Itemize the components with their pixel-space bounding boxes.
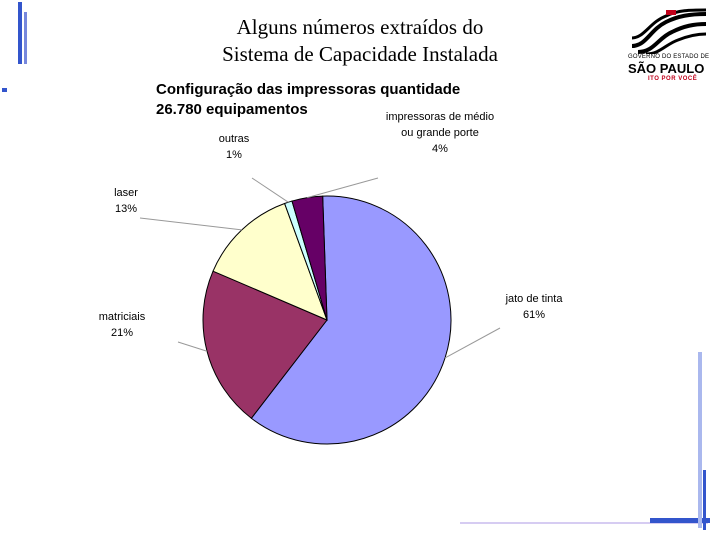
slice-category-label: laser: [114, 187, 138, 199]
logo-sub-text: ITO POR VOCÊ: [648, 76, 698, 82]
government-logo: GOVERNO DO ESTADO DE SÃO PAULO ITO POR V…: [626, 8, 710, 88]
bottom-deco-bar: [650, 518, 710, 523]
slice-percent-label: 21%: [111, 327, 133, 339]
logo-top-text: GOVERNO DO ESTADO DE: [628, 54, 710, 60]
slice-category-label: outras: [219, 133, 250, 145]
slice-category-label: matriciais: [99, 311, 146, 323]
chart-title-block: Configuração das impressoras quantidade …: [156, 80, 460, 120]
slide-title-line-1: Alguns números extraídos do: [236, 15, 484, 39]
left-deco-bar-thin: [24, 12, 27, 64]
slide-title-line-2: Sistema de Capacidade Instalada: [222, 42, 498, 66]
logo-stripes-graphic: [631, 8, 707, 56]
leader-line: [444, 327, 501, 359]
leader-line: [139, 217, 242, 231]
right-deco-bar-dark: [703, 470, 706, 530]
logo-main-text: SÃO PAULO: [628, 61, 705, 76]
chart-subtitle: 26.780 equipamentos: [156, 101, 308, 118]
left-deco-bar-thick: [18, 2, 22, 64]
slice-category-label: ou grande porte: [401, 127, 479, 139]
pie-slice-laser: [212, 202, 328, 321]
slice-percent-label: 1%: [226, 149, 242, 161]
pie-slice-impressoras: [291, 195, 328, 321]
slice-percent-label: 13%: [115, 203, 137, 215]
leader-line: [177, 341, 208, 352]
slice-percent-label: 4%: [432, 143, 448, 155]
chart-title: Configuração das impressoras quantidade: [156, 81, 461, 98]
slice-percent-label: 61%: [523, 309, 545, 321]
slice-category-label: impressoras de médio: [386, 111, 494, 123]
left-deco-dot: [2, 88, 7, 92]
bottom-deco-line: [460, 522, 708, 524]
slide-title: Alguns números extraídos do Sistema de C…: [200, 14, 520, 68]
slice-category-label: jato de tinta: [505, 293, 564, 305]
right-deco-bar: [698, 352, 702, 528]
leader-line: [251, 177, 289, 203]
leader-line: [307, 177, 379, 199]
